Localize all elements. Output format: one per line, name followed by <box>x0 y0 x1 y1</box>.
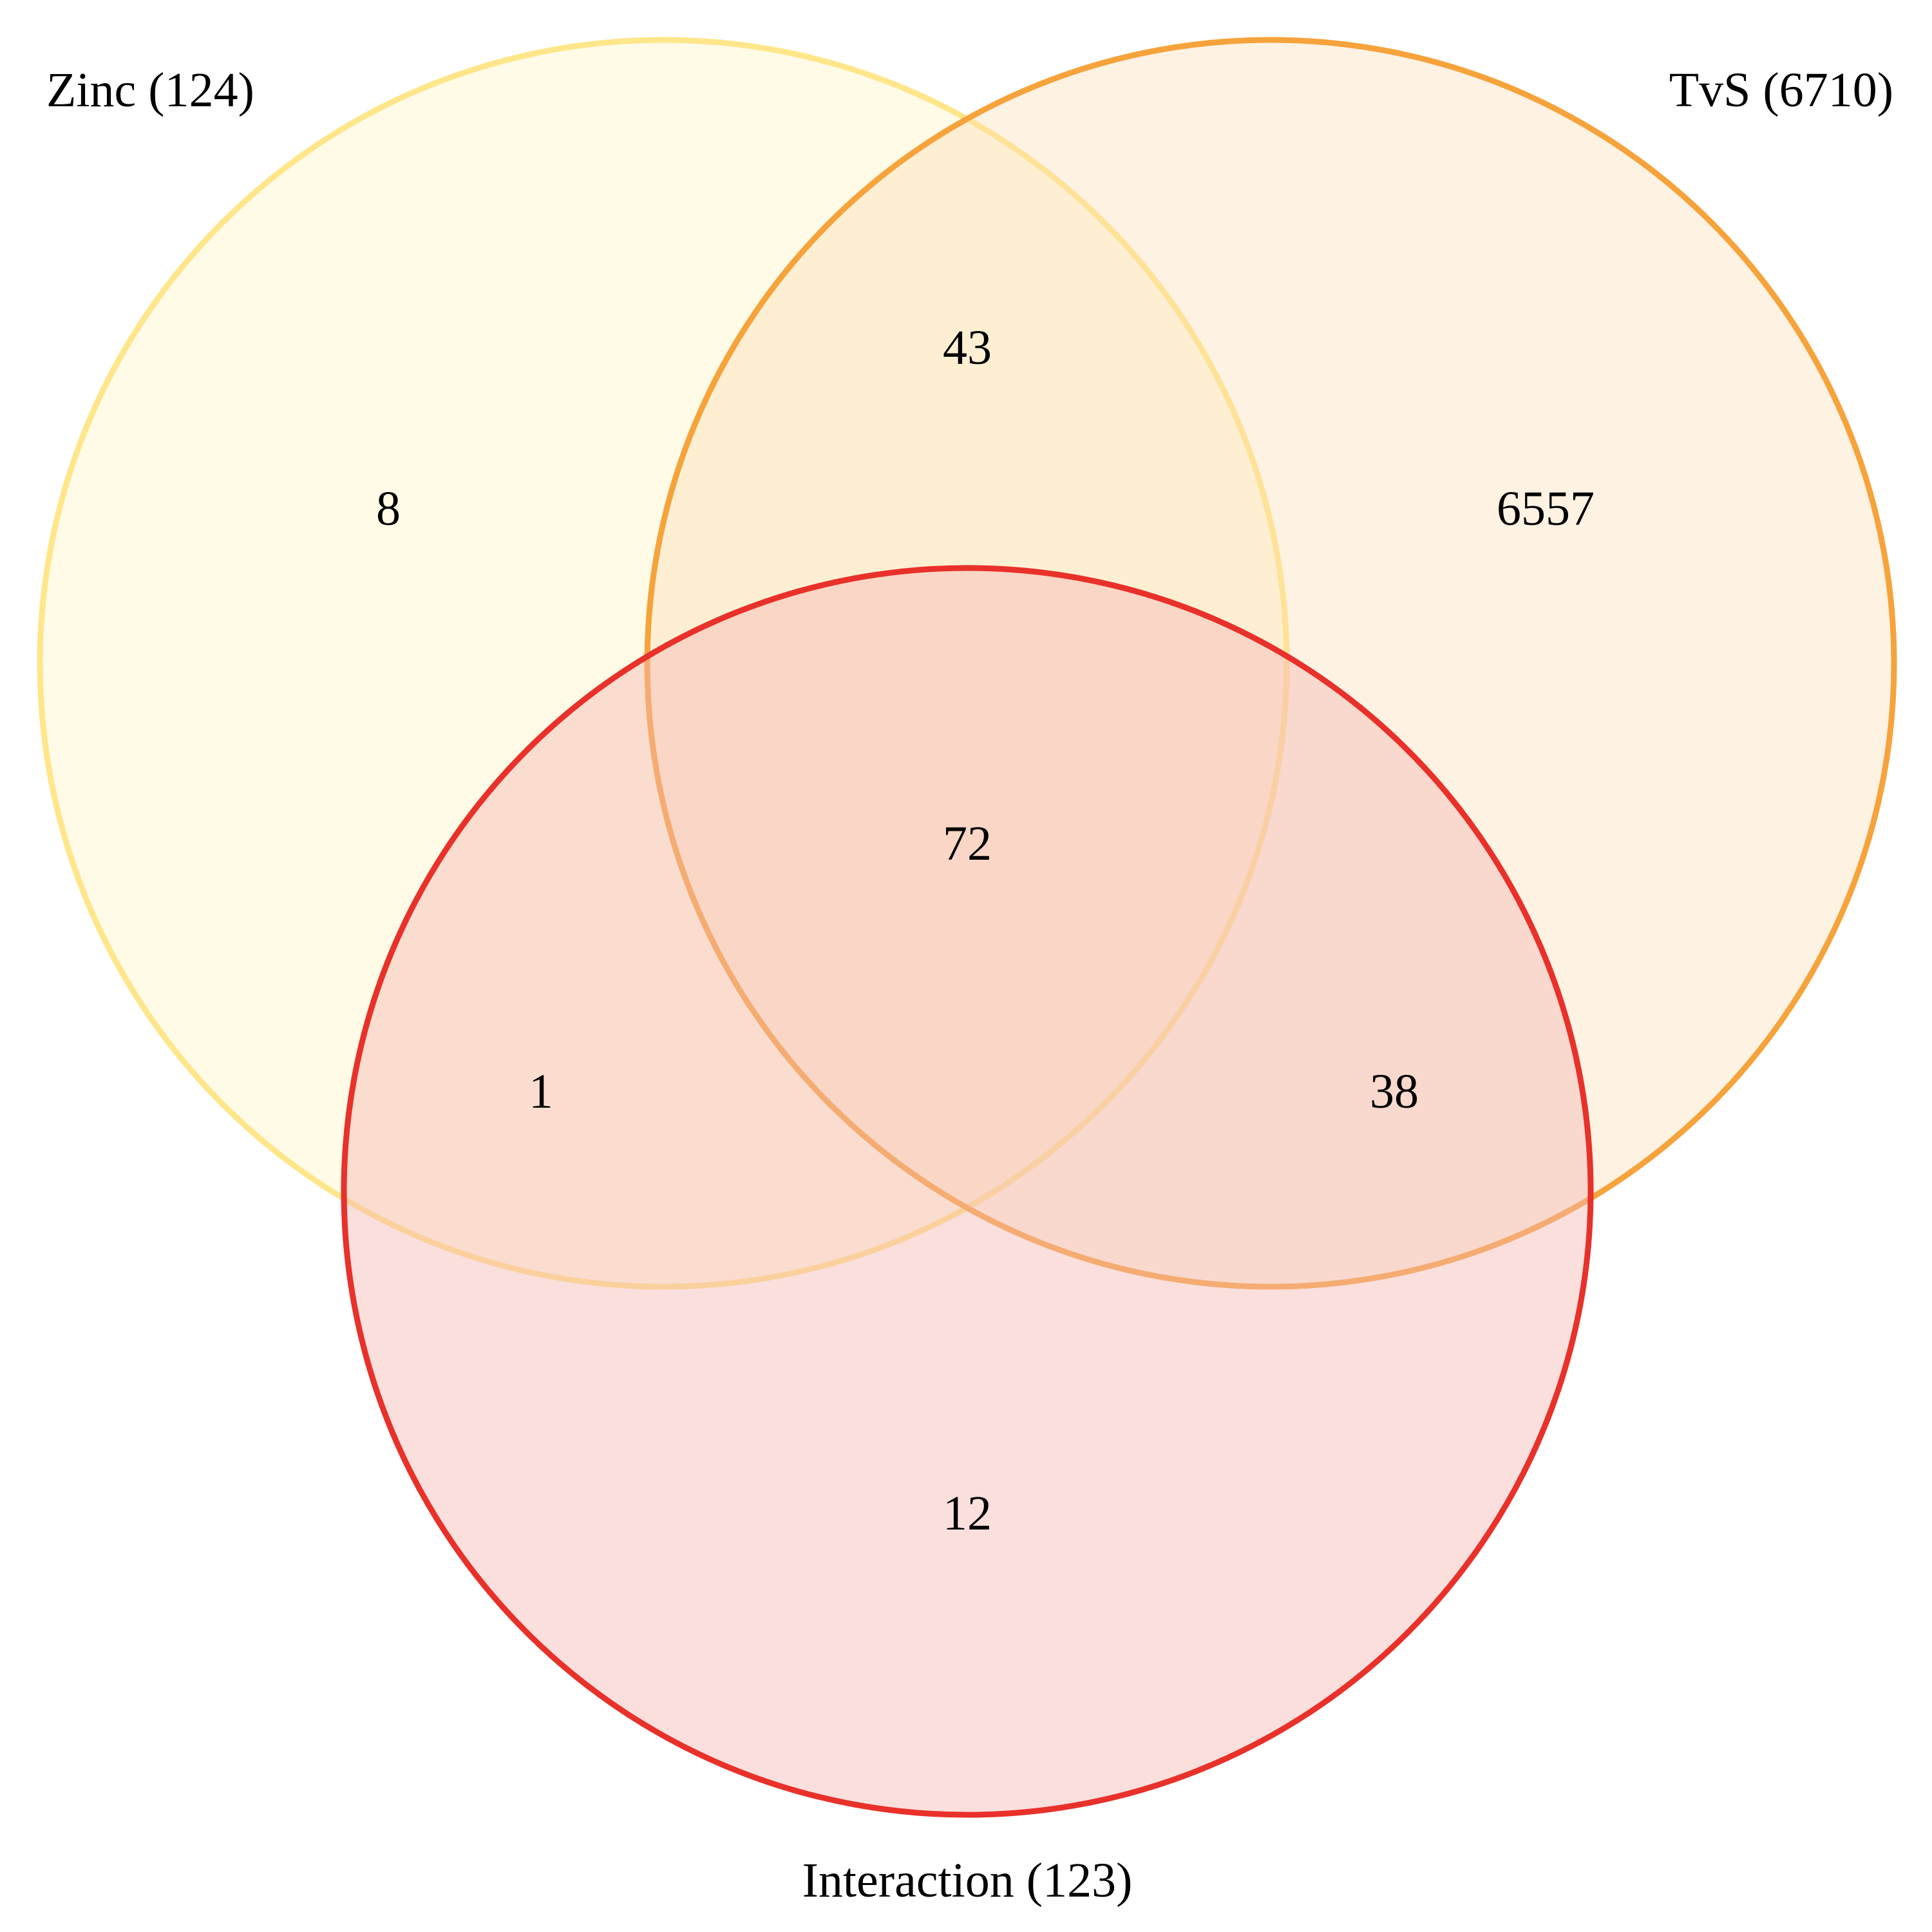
interaction-only-count: 12 <box>943 1486 992 1540</box>
zinc-set-label: Zinc (124) <box>46 63 254 117</box>
all-three-count: 72 <box>943 817 992 871</box>
tvs-interaction-count: 38 <box>1370 1065 1419 1119</box>
tvs-set-circle <box>644 37 1897 1290</box>
interaction-set-label: Interaction (123) <box>802 1853 1133 1908</box>
zinc-tvs-count: 43 <box>943 321 992 375</box>
zinc-only-count: 8 <box>376 482 401 536</box>
tvs-set-label: TvS (6710) <box>1669 63 1893 117</box>
tvs-only-count: 6557 <box>1497 482 1595 536</box>
zinc-set-circle <box>37 37 1290 1290</box>
interaction-set-circle <box>341 565 1594 1818</box>
zinc-interaction-count: 1 <box>529 1065 553 1119</box>
